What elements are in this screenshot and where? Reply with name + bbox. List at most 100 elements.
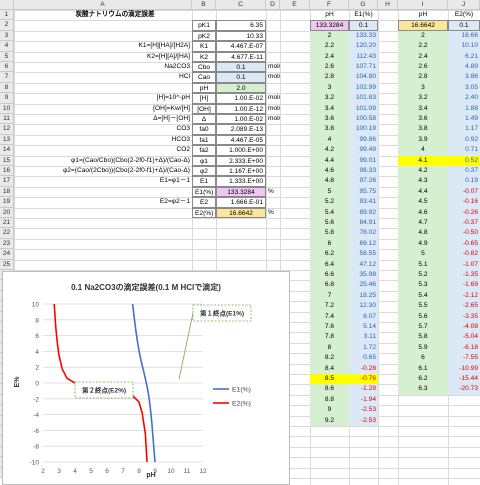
ph-cell: 4.2 — [310, 145, 349, 156]
row-header-7[interactable]: 7 — [0, 72, 14, 83]
column-header-b[interactable]: B — [192, 0, 216, 10]
row-header-16[interactable]: 16 — [0, 166, 14, 177]
ph2-cell: 3.6 — [398, 114, 448, 125]
grid-hline — [14, 10, 480, 11]
e1-cell: 18.25 — [349, 290, 378, 302]
ph-cell: 9 — [310, 405, 349, 416]
row-header-5[interactable]: 5 — [0, 51, 14, 62]
ph-cell: 6.6 — [310, 270, 349, 281]
variable-value: 16.6642 — [216, 207, 266, 218]
variable-name: φ1 — [192, 155, 216, 166]
ph2-cell: 2 — [398, 30, 448, 42]
variable-name: E2(%) — [192, 207, 216, 218]
column-header-e[interactable]: E — [280, 0, 310, 10]
variable-name: Cbo — [192, 62, 216, 73]
formula-label: Na2CO3 — [164, 63, 190, 70]
column-header-i[interactable]: I — [398, 0, 448, 10]
row-header-23[interactable]: 23 — [0, 238, 14, 250]
row-header-12[interactable]: 12 — [0, 124, 14, 135]
unit-label: mol/L — [268, 63, 280, 70]
row-header-20[interactable]: 20 — [0, 207, 14, 218]
y-tick-label: 2 — [35, 365, 39, 372]
row-header-22[interactable]: 22 — [0, 228, 14, 239]
row-header-21[interactable]: 21 — [0, 218, 14, 229]
variable-name: φ2 — [192, 166, 216, 177]
row-header-19[interactable]: 19 — [0, 197, 14, 208]
formula-label: HCO3 — [171, 135, 190, 143]
variable-value: 1.167.E+00 — [216, 166, 266, 177]
column-header-a[interactable]: A — [14, 0, 192, 10]
row-header-4[interactable]: 4 — [0, 41, 14, 52]
e1-cell: 78.02 — [349, 228, 378, 239]
y-tick-label: -8 — [33, 444, 39, 451]
e1-cell: 69.12 — [349, 238, 378, 250]
variable-value: 2.333.E+00 — [216, 155, 266, 166]
ph2-cell: 2.8 — [398, 72, 448, 83]
column-header-c[interactable]: C — [216, 0, 266, 10]
ph-cell: 5.2 — [310, 197, 349, 208]
row-header-3[interactable]: 3 — [0, 30, 14, 42]
header-ph-1: pH — [325, 11, 334, 18]
y-tick-label: -6 — [33, 428, 39, 435]
ph-cell: 8.4 — [310, 363, 349, 374]
column-header-h[interactable]: H — [378, 0, 398, 10]
row-header-9[interactable]: 9 — [0, 93, 14, 104]
formula-label: CO3 — [176, 125, 190, 133]
row-header-1[interactable]: 1 — [0, 10, 14, 21]
ph2-cell: 5.1 — [398, 259, 448, 270]
row-header-8[interactable]: 8 — [0, 82, 14, 94]
e2-cell: 0.37 — [448, 166, 480, 177]
chart-svg: 0.1 Na2CO3の滴定誤差(0.1 M HClで滴定) pH E% 10 8 6… — [14, 282, 252, 479]
e2-cell: -1.07 — [448, 259, 480, 270]
row-header-11[interactable]: 11 — [0, 114, 14, 125]
row-header-2[interactable]: 2 — [0, 20, 14, 31]
column-header-d[interactable]: D — [266, 0, 280, 10]
e2-cell: -0.07 — [448, 186, 480, 198]
unit-label — [266, 52, 280, 62]
e1-cell: -2.53 — [349, 415, 378, 426]
column-header-j[interactable]: J — [448, 0, 480, 10]
e2-cell: 0.92 — [448, 134, 480, 146]
x-tick-label: 10 — [167, 468, 175, 475]
x-axis-label: pH — [146, 472, 155, 479]
row-header-14[interactable]: 14 — [0, 145, 14, 156]
row-header-13[interactable]: 13 — [0, 134, 14, 146]
ph-cell: 6.4 — [310, 259, 349, 270]
titration-error-chart[interactable]: 0.1 Na2CO3の滴定誤差(0.1 M HClで滴定) pH E% 10 8 6… — [2, 271, 290, 485]
ph-cell: 7.8 — [310, 332, 349, 343]
row-header-10[interactable]: 10 — [0, 103, 14, 114]
ph2-cell: 6.2 — [398, 374, 448, 385]
x-tick-label: 6 — [105, 468, 109, 475]
ph2-cell: 4.5 — [398, 197, 448, 208]
ph-cell: 2.4 — [310, 51, 349, 62]
row-header-18[interactable]: 18 — [0, 186, 14, 198]
ph-cell: 4 — [310, 134, 349, 146]
row-header-24[interactable]: 24 — [0, 249, 14, 260]
formula-label — [14, 83, 192, 93]
e1-cell: -1.94 — [349, 394, 378, 406]
column-header-g[interactable]: G — [349, 0, 378, 10]
ph2-cell: 5.5 — [398, 301, 448, 312]
y-tick-label: 8 — [35, 317, 39, 324]
e2-cell: -7.55 — [448, 353, 480, 364]
ph-cell: 5.6 — [310, 218, 349, 229]
row-header-25[interactable]: 25 — [0, 259, 14, 270]
formula-label: [OH]=Kw/[H] — [153, 104, 190, 112]
grid-vline — [280, 10, 281, 485]
grid-vline — [378, 10, 379, 485]
ph-cell: 9.2 — [310, 415, 349, 426]
e2-cell: 4.89 — [448, 62, 480, 73]
row-header-6[interactable]: 6 — [0, 62, 14, 73]
ph2-cell: 4.2 — [398, 166, 448, 177]
e2-cell: 3.05 — [448, 82, 480, 94]
select-all-corner[interactable] — [0, 0, 14, 10]
row-header-15[interactable]: 15 — [0, 155, 14, 166]
column-header-f[interactable]: F — [310, 0, 349, 10]
unit-label — [266, 145, 280, 155]
y-tick-label: 0 — [35, 381, 39, 388]
ph2-cell: 5.2 — [398, 270, 448, 281]
grid-hline — [14, 238, 480, 240]
variable-value: 1.00.E-12 — [216, 103, 266, 114]
row-header-17[interactable]: 17 — [0, 176, 14, 187]
variable-value: 0.1 — [216, 72, 266, 83]
